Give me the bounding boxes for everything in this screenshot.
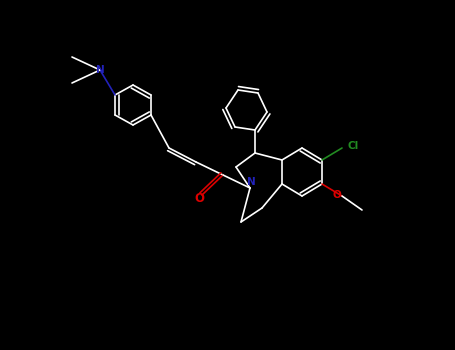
Text: O: O [194, 193, 204, 205]
Text: N: N [247, 177, 255, 187]
Text: Cl: Cl [348, 141, 359, 151]
Text: O: O [333, 190, 341, 200]
Text: N: N [96, 65, 104, 75]
